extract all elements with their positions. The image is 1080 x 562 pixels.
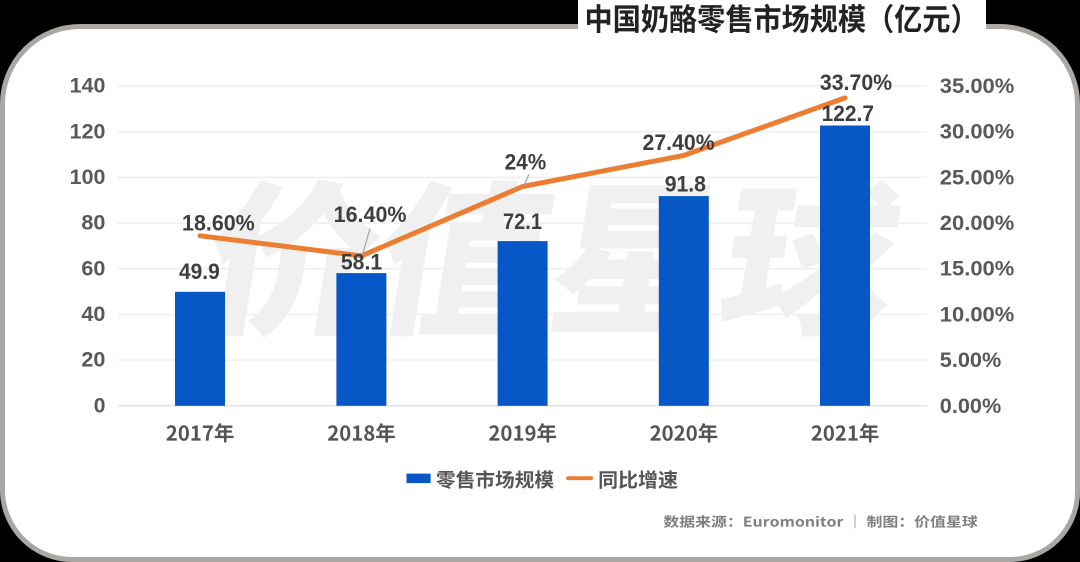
svg-text:25.00%: 25.00%: [940, 166, 1015, 189]
svg-text:10.00%: 10.00%: [940, 303, 1015, 326]
svg-text:100: 100: [70, 166, 106, 189]
svg-text:60: 60: [81, 257, 105, 280]
svg-text:27.40%: 27.40%: [643, 130, 715, 155]
svg-text:80: 80: [81, 212, 105, 235]
svg-text:24%: 24%: [505, 149, 547, 174]
svg-text:16.40%: 16.40%: [334, 202, 407, 227]
svg-text:33.70%: 33.70%: [820, 70, 892, 95]
svg-text:140: 140: [70, 75, 106, 98]
svg-text:0.00%: 0.00%: [940, 395, 1002, 418]
svg-text:120: 120: [70, 120, 106, 143]
svg-text:49.9: 49.9: [179, 259, 220, 284]
svg-text:30.00%: 30.00%: [940, 121, 1015, 144]
svg-text:20.00%: 20.00%: [940, 212, 1015, 235]
svg-text:72.1: 72.1: [503, 209, 542, 234]
svg-text:5.00%: 5.00%: [940, 349, 1002, 372]
svg-text:20: 20: [81, 349, 105, 372]
svg-text:18.60%: 18.60%: [182, 210, 255, 235]
svg-text:40: 40: [81, 303, 105, 326]
svg-text:0: 0: [94, 394, 106, 417]
svg-text:91.8: 91.8: [665, 171, 706, 196]
svg-text:35.00%: 35.00%: [940, 75, 1015, 98]
svg-text:15.00%: 15.00%: [940, 258, 1015, 281]
svg-text:58.1: 58.1: [341, 250, 382, 275]
svg-text:122.7: 122.7: [822, 101, 874, 126]
